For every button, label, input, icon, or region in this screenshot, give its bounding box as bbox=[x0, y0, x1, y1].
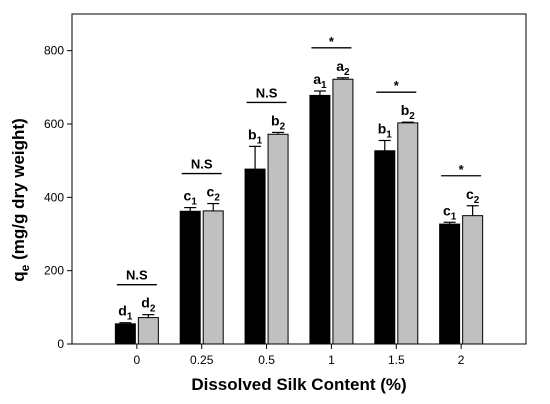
y-axis-title-rest: (mg/g dry weight) bbox=[9, 118, 28, 264]
bar-1-1 bbox=[179, 210, 201, 345]
significance-label-0: N.S bbox=[126, 268, 148, 283]
y-axis-title-main: q bbox=[9, 271, 28, 281]
bar-2-2 bbox=[267, 133, 289, 345]
letter-label-2-5: c2 bbox=[466, 186, 480, 206]
letter-label-2-1: c2 bbox=[207, 184, 221, 204]
bar-2-3 bbox=[332, 78, 354, 345]
letter-label-2-3: a2 bbox=[336, 58, 350, 78]
significance-label-4: * bbox=[394, 78, 400, 93]
x-tick-label-5: 2 bbox=[458, 353, 465, 367]
bar-2-0 bbox=[137, 317, 159, 345]
y-tick-label-3: 600 bbox=[44, 117, 64, 131]
x-tick-label-4: 1.5 bbox=[388, 353, 405, 367]
y-axis-title: qe (mg/g dry weight) bbox=[9, 118, 32, 281]
bar-2-5 bbox=[462, 215, 484, 345]
bar-2-4 bbox=[397, 122, 419, 345]
bar-1-0 bbox=[114, 323, 136, 345]
significance-label-5: * bbox=[459, 162, 465, 177]
letter-label-2-2: b2 bbox=[271, 112, 286, 132]
bar-1-3 bbox=[309, 94, 331, 345]
bar-2-1 bbox=[202, 210, 224, 345]
x-axis-title: Dissolved Silk Content (%) bbox=[191, 375, 406, 394]
bar-1-5 bbox=[439, 223, 461, 345]
letter-label-1-5: c1 bbox=[443, 202, 457, 222]
significance-label-1: N.S bbox=[191, 157, 213, 172]
y-tick-label-4: 800 bbox=[44, 44, 64, 58]
letter-label-1-3: a1 bbox=[313, 71, 327, 91]
x-tick-label-0: 0 bbox=[134, 353, 141, 367]
letter-label-1-1: c1 bbox=[184, 188, 198, 208]
x-tick-label-1: 0.25 bbox=[190, 353, 214, 367]
significance-label-3: * bbox=[329, 34, 335, 49]
bar-1-4 bbox=[374, 150, 396, 345]
significance-label-2: N.S bbox=[256, 85, 278, 100]
y-tick-label-0: 0 bbox=[57, 337, 64, 351]
axes: 0 200 400 600 800 0 0.25 0.5 1 1.5 2 bbox=[44, 13, 527, 367]
y-axis-title-sub: e bbox=[18, 264, 32, 271]
letter-label-2-0: d2 bbox=[141, 295, 156, 315]
letter-label-1-0: d1 bbox=[118, 303, 133, 323]
letter-label-1-2: b1 bbox=[248, 126, 263, 146]
bar-1-2 bbox=[244, 168, 266, 345]
plot-frame bbox=[71, 13, 527, 345]
letter-label-2-4: b2 bbox=[401, 102, 416, 122]
y-tick-label-2: 400 bbox=[44, 190, 64, 204]
x-tick-label-3: 1 bbox=[328, 353, 335, 367]
x-tick-label-2: 0.5 bbox=[258, 353, 275, 367]
bars bbox=[114, 77, 484, 345]
y-tick-label-1: 200 bbox=[44, 264, 64, 278]
letter-label-1-4: b1 bbox=[378, 121, 393, 141]
